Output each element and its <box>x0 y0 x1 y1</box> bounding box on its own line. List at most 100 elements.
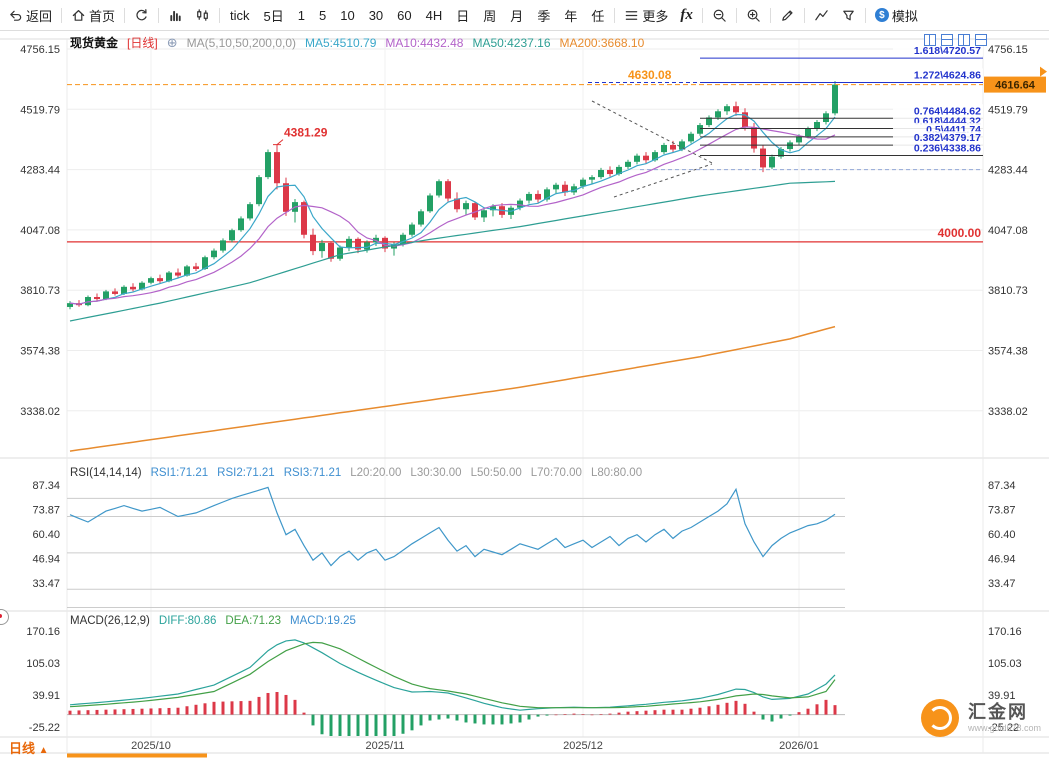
macd-bar <box>320 714 324 735</box>
candle-body <box>67 303 73 307</box>
macd-bar <box>113 709 117 715</box>
month-label: 2025/12 <box>563 740 603 752</box>
watermark-url: www.gold678.com <box>967 723 1041 734</box>
back-button[interactable]: 返回 <box>2 1 58 29</box>
chart-canvas[interactable]: 4000.00 1.618\4720.57 1.272\4624.86 0.764\4… <box>0 31 1049 758</box>
macd-bar <box>68 710 72 715</box>
period-tab-bottom[interactable]: 日线 ▲ <box>9 738 49 757</box>
layout-grid-icon[interactable] <box>958 34 970 46</box>
period-button-60[interactable]: 60 <box>390 1 418 29</box>
period-button-4H[interactable]: 4H <box>419 1 450 29</box>
volume-bars-icon <box>170 10 181 21</box>
candle-body <box>715 111 721 118</box>
candles[interactable] <box>67 81 838 310</box>
period-button-月[interactable]: 月 <box>503 1 530 29</box>
period-button-30[interactable]: 30 <box>362 1 390 29</box>
sim-account-button[interactable]: $ 模拟 <box>869 1 924 29</box>
refresh-button[interactable] <box>128 1 155 29</box>
funnel-icon <box>843 10 854 20</box>
macd-bar <box>356 714 360 736</box>
period-button-1[interactable]: 1 <box>291 1 312 29</box>
fx-indicators-button[interactable]: fx <box>674 1 699 29</box>
period-button-任[interactable]: 任 <box>584 1 611 29</box>
zoom-out-icon <box>713 9 726 22</box>
back-icon <box>10 10 22 21</box>
period-button-tick[interactable]: tick <box>223 1 257 29</box>
period-button-10[interactable]: 10 <box>333 1 361 29</box>
macd-bar <box>230 701 234 715</box>
svg-text:39.91: 39.91 <box>32 690 60 702</box>
candle-body <box>526 193 532 201</box>
period-button-5[interactable]: 5 <box>312 1 333 29</box>
macd-bar <box>743 703 747 715</box>
candle-body <box>562 184 568 193</box>
svg-text:4381.29: 4381.29 <box>284 126 328 140</box>
more-button[interactable]: 更多 <box>618 1 674 29</box>
candle-body <box>202 257 208 269</box>
layout-split-vertical-icon[interactable] <box>924 34 936 46</box>
trend-zigzag-icon <box>815 9 828 20</box>
macd-bar <box>518 714 522 723</box>
candle-body <box>346 238 352 248</box>
hamburger-icon <box>626 10 638 20</box>
macd-bar <box>482 714 486 725</box>
macd-bar <box>266 692 270 715</box>
candle-body <box>310 234 316 252</box>
rsi-line <box>69 486 836 567</box>
candle-body <box>670 144 676 150</box>
svg-text:170.16: 170.16 <box>26 626 60 638</box>
macd-bar <box>86 710 90 715</box>
macd-bar <box>338 714 342 736</box>
panel-borders <box>0 38 1049 754</box>
macd-bar <box>527 714 531 720</box>
candle-body <box>184 266 190 276</box>
separator <box>701 7 703 23</box>
candle-body <box>220 240 226 251</box>
chevron-up-icon: ▲ <box>38 745 49 756</box>
period-button-5日[interactable]: 5日 <box>257 1 291 29</box>
svg-text:4519.79: 4519.79 <box>20 104 60 116</box>
macd-bar <box>419 714 423 726</box>
macd-bar <box>77 710 81 715</box>
month-label: 2026/01 <box>779 740 819 752</box>
candle-body <box>769 156 775 168</box>
candle-body <box>112 291 118 294</box>
macd-bar <box>293 699 297 715</box>
macd-bar <box>203 703 207 715</box>
period-button-季[interactable]: 季 <box>530 1 557 29</box>
volume-chart-button[interactable] <box>162 1 189 29</box>
last-high-label: 4630.08 <box>628 68 672 82</box>
candle-body <box>436 181 442 196</box>
fib-label: 1.618\4720.57 <box>914 45 981 57</box>
candle-body <box>571 186 577 193</box>
dea-line <box>69 641 836 709</box>
candle-body <box>247 204 253 219</box>
indicator-filter-button[interactable] <box>835 1 862 29</box>
candle-body <box>706 117 712 126</box>
layout-single-icon[interactable] <box>975 34 987 46</box>
zoom-out-button[interactable] <box>706 1 733 29</box>
svg-text:4283.44: 4283.44 <box>988 165 1028 177</box>
period-button-周[interactable]: 周 <box>476 1 503 29</box>
period-button-日[interactable]: 日 <box>449 1 476 29</box>
watermark: 汇金网 www.gold678.com <box>920 699 1041 737</box>
svg-text:87.34: 87.34 <box>988 480 1016 492</box>
zoom-in-button[interactable] <box>740 1 767 29</box>
macd-bar <box>410 714 414 731</box>
candle-body <box>742 112 748 128</box>
candle-body <box>805 128 811 137</box>
trendlines <box>591 100 713 198</box>
draw-tool-button[interactable] <box>774 1 801 29</box>
kline-chart-button[interactable] <box>189 1 216 29</box>
watermark-name: 汇金网 <box>967 701 1028 722</box>
fib-label: 0.382\4379.17 <box>914 132 981 144</box>
candle-body <box>679 141 685 150</box>
scroll-indicator[interactable] <box>67 753 207 758</box>
home-button[interactable]: 首页 <box>65 1 121 29</box>
candle-body <box>760 148 766 168</box>
macd-bar <box>347 714 351 736</box>
trendline-tool-button[interactable] <box>808 1 835 29</box>
candle-body <box>814 122 820 129</box>
layout-split-horizontal-icon[interactable] <box>941 34 953 46</box>
period-button-年[interactable]: 年 <box>557 1 584 29</box>
